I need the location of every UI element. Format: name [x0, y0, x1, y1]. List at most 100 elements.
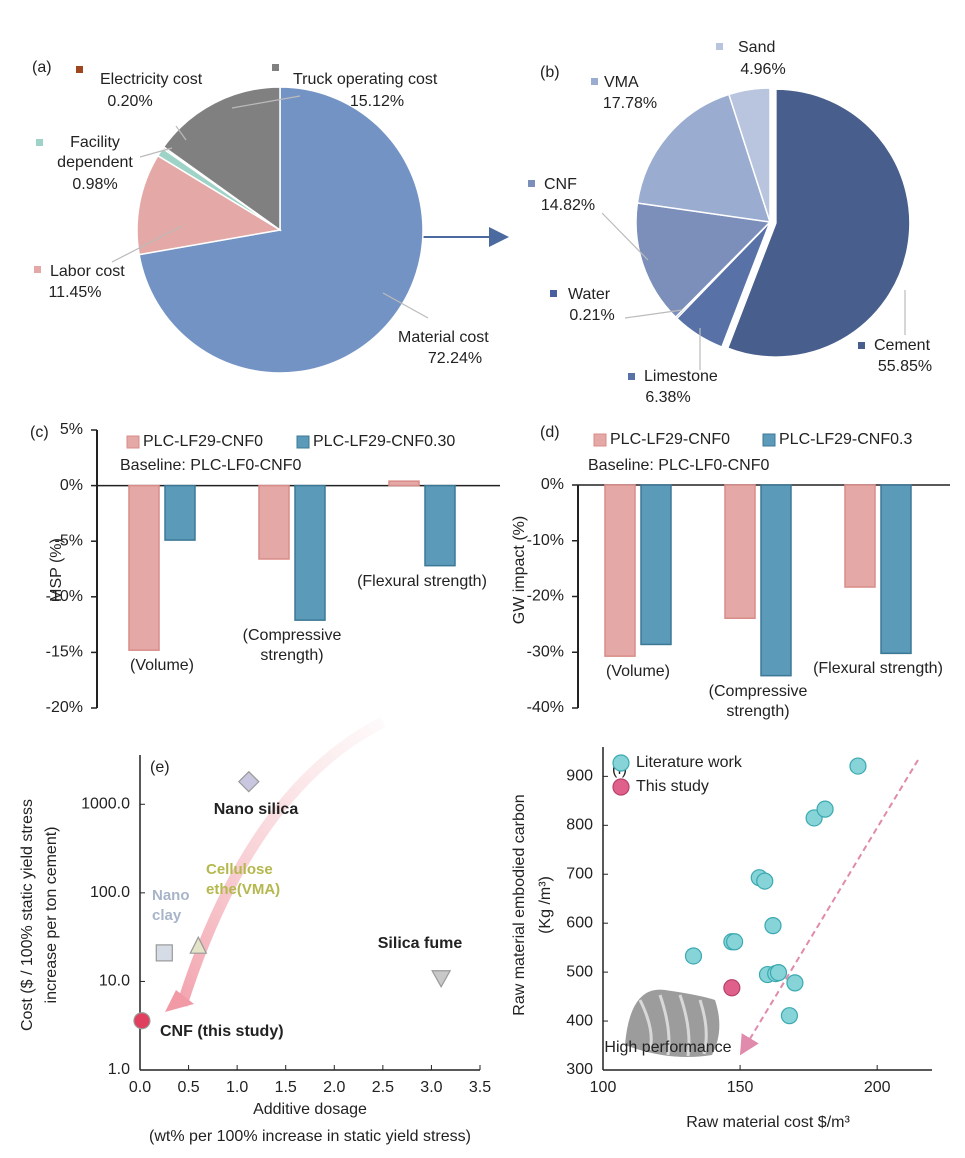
legend-swatch [550, 290, 557, 297]
slice-value-label: 14.82% [541, 197, 595, 214]
y-tick-label: 300 [566, 1061, 593, 1078]
slice-value-label: 15.12% [350, 93, 404, 110]
legend-swatch [591, 78, 598, 85]
slice-label: Cement [874, 337, 931, 354]
data-point [780, 1007, 799, 1025]
y-axis-label: increase per ton cement) [43, 827, 60, 1004]
data-point [769, 964, 788, 982]
slice-value-label: 0.20% [107, 93, 152, 110]
leader-line [601, 212, 649, 261]
slice-label: Facility dependent [57, 134, 133, 171]
point-label: Silica fume [378, 935, 463, 952]
bar [258, 484, 290, 560]
x-tick-label: 3.5 [469, 1079, 491, 1096]
panel-label: (d) [540, 424, 560, 441]
x-axis-label: (wt% per 100% increase in static yield s… [149, 1128, 471, 1145]
x-tick-label: 2.0 [323, 1079, 345, 1096]
legend-swatch [628, 373, 635, 380]
slice-label: Sand [738, 39, 776, 56]
slice-label-box: Limestone [644, 368, 718, 385]
pie-slice [162, 86, 281, 232]
data-point [684, 947, 703, 965]
pie-slice [136, 154, 283, 256]
leader-line [139, 147, 173, 158]
category-label-box: (Volume) [606, 663, 670, 680]
data-point [723, 979, 741, 997]
point-label: Nano silica [214, 801, 299, 818]
y-axis-label: Raw material embodied carbon [511, 794, 528, 1015]
x-axis-label: Additive dosage [253, 1101, 367, 1118]
data-point [155, 944, 173, 962]
inset-image [625, 989, 720, 1058]
leader-line [175, 125, 187, 141]
y-axis-label: MSP (%) [48, 538, 65, 602]
y-tick-label: 700 [566, 865, 593, 882]
bar [844, 484, 876, 588]
point-label: Cellulose ethe(VMA) [206, 861, 281, 898]
pie-slice [726, 88, 911, 358]
pie-slice [727, 87, 771, 223]
slice-label: Truck operating cost [293, 71, 438, 88]
slice-value-label: 0.98% [72, 176, 117, 193]
legend-swatch [593, 433, 607, 447]
y-axis-label: GW impact (%) [511, 516, 528, 624]
legend-label: PLC-LF29-CNF0.3 [779, 431, 912, 448]
legend-label: PLC-LF29-CNF0 [610, 431, 730, 448]
slice-value-label: 0.21% [569, 307, 614, 324]
bar [604, 484, 636, 657]
category-label-box: (Compressive strength) [242, 627, 342, 665]
category-label: (Compressive strength) [242, 627, 342, 665]
bar [760, 484, 792, 677]
panel-label: (e) [150, 759, 170, 776]
slice-value-label: 72.24% [428, 350, 482, 367]
pie-slice [636, 93, 772, 223]
y-tick-label: 600 [566, 914, 593, 931]
trend-arrow-head [165, 990, 194, 1012]
panel-label: (b) [540, 64, 560, 81]
x-tick-label: 0.5 [177, 1079, 199, 1096]
data-point [849, 757, 867, 775]
y-tick-label: -20% [46, 699, 83, 716]
leader-line [624, 309, 683, 319]
bar [164, 484, 196, 541]
x-tick-label: 200 [864, 1079, 891, 1096]
data-point [725, 933, 744, 951]
y-tick-label: 400 [566, 1012, 593, 1029]
annotation: Baseline: PLC-LF0-CNF0 [588, 457, 770, 474]
y-axis-label: Cost ($ / 100% static yield stress [19, 799, 36, 1031]
data-point [816, 800, 834, 818]
y-tick-label: 1000.0 [81, 795, 130, 812]
legend-swatch [36, 139, 43, 146]
slice-label-box: Water [568, 286, 611, 303]
slice-label-box: Cement [874, 337, 931, 354]
category-label: (Flexural strength) [357, 572, 487, 590]
slice-label: Water [568, 286, 611, 303]
data-point [189, 935, 208, 954]
point-label-box: Nano clay [152, 887, 190, 924]
y-tick-label: 0% [541, 476, 564, 493]
x-tick-label: 3.0 [420, 1079, 442, 1096]
legend-swatch [126, 435, 140, 449]
data-point [431, 970, 452, 988]
y-tick-label: 10.0 [99, 973, 130, 990]
x-tick-label: 2.5 [372, 1079, 394, 1096]
slice-label: Material cost [398, 329, 489, 346]
bar [724, 484, 756, 619]
point-label: Nano clay [152, 887, 190, 924]
x-tick-label: 150 [727, 1079, 754, 1096]
legend-swatch [716, 43, 723, 50]
data-point [756, 872, 774, 890]
legend-swatch [369, 322, 376, 329]
slice-label: Labor cost [50, 263, 125, 280]
bar [388, 480, 420, 487]
leader-line [231, 95, 301, 109]
slice-label: Electricity cost [100, 71, 203, 88]
y-tick-label: 800 [566, 817, 593, 834]
legend-swatch [272, 64, 279, 71]
y-tick-label: -10% [46, 588, 83, 605]
x-axis-label: Raw material cost $/m³ [686, 1114, 850, 1131]
y-tick-label: 5% [60, 421, 83, 438]
slice-label-box: Truck operating cost [293, 71, 438, 88]
legend-label: Literature work [636, 754, 743, 771]
